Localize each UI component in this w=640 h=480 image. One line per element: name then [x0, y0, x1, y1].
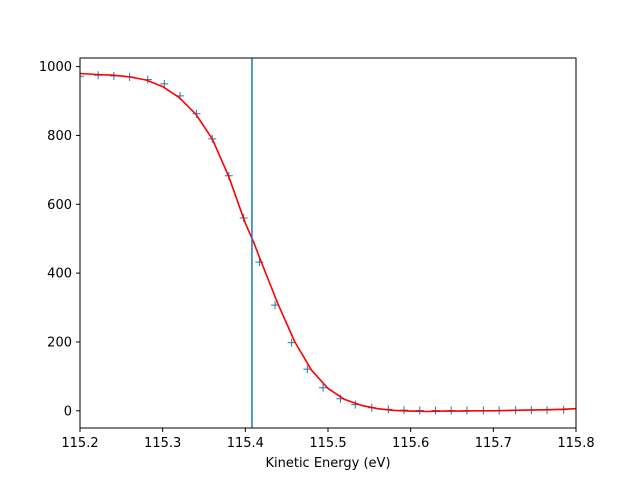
plot-area — [80, 58, 576, 428]
x-tick-label: 115.3 — [144, 436, 181, 451]
x-tick-label: 115.4 — [227, 436, 264, 451]
x-tick-label: 115.7 — [475, 436, 512, 451]
x-axis-title: Kinetic Energy (eV) — [265, 456, 390, 471]
data-point-marker — [319, 383, 328, 392]
series-group — [80, 58, 576, 428]
y-tick-label: 400 — [47, 267, 72, 282]
data-point-marker — [287, 338, 296, 347]
y-tick-label: 200 — [47, 335, 72, 350]
x-tick-label: 115.5 — [309, 436, 346, 451]
y-tick-label: 1000 — [39, 60, 72, 75]
x-axis: 115.2 115.3 115.4 115.5 115.6 115.7 115.8 — [61, 428, 595, 451]
fit-curve-line — [80, 72, 576, 413]
data-point-marker — [415, 406, 424, 415]
y-tick-label: 800 — [47, 129, 72, 144]
data-point-marker — [80, 72, 84, 81]
x-tick-label: 115.6 — [392, 436, 429, 451]
y-tick-label: 600 — [47, 198, 72, 213]
x-tick-label: 115.8 — [557, 436, 594, 451]
y-axis: 0 200 400 600 800 1000 — [39, 60, 80, 419]
y-tick-label: 0 — [64, 404, 72, 419]
x-tick-label: 115.2 — [61, 436, 98, 451]
data-point-marker — [160, 79, 169, 88]
